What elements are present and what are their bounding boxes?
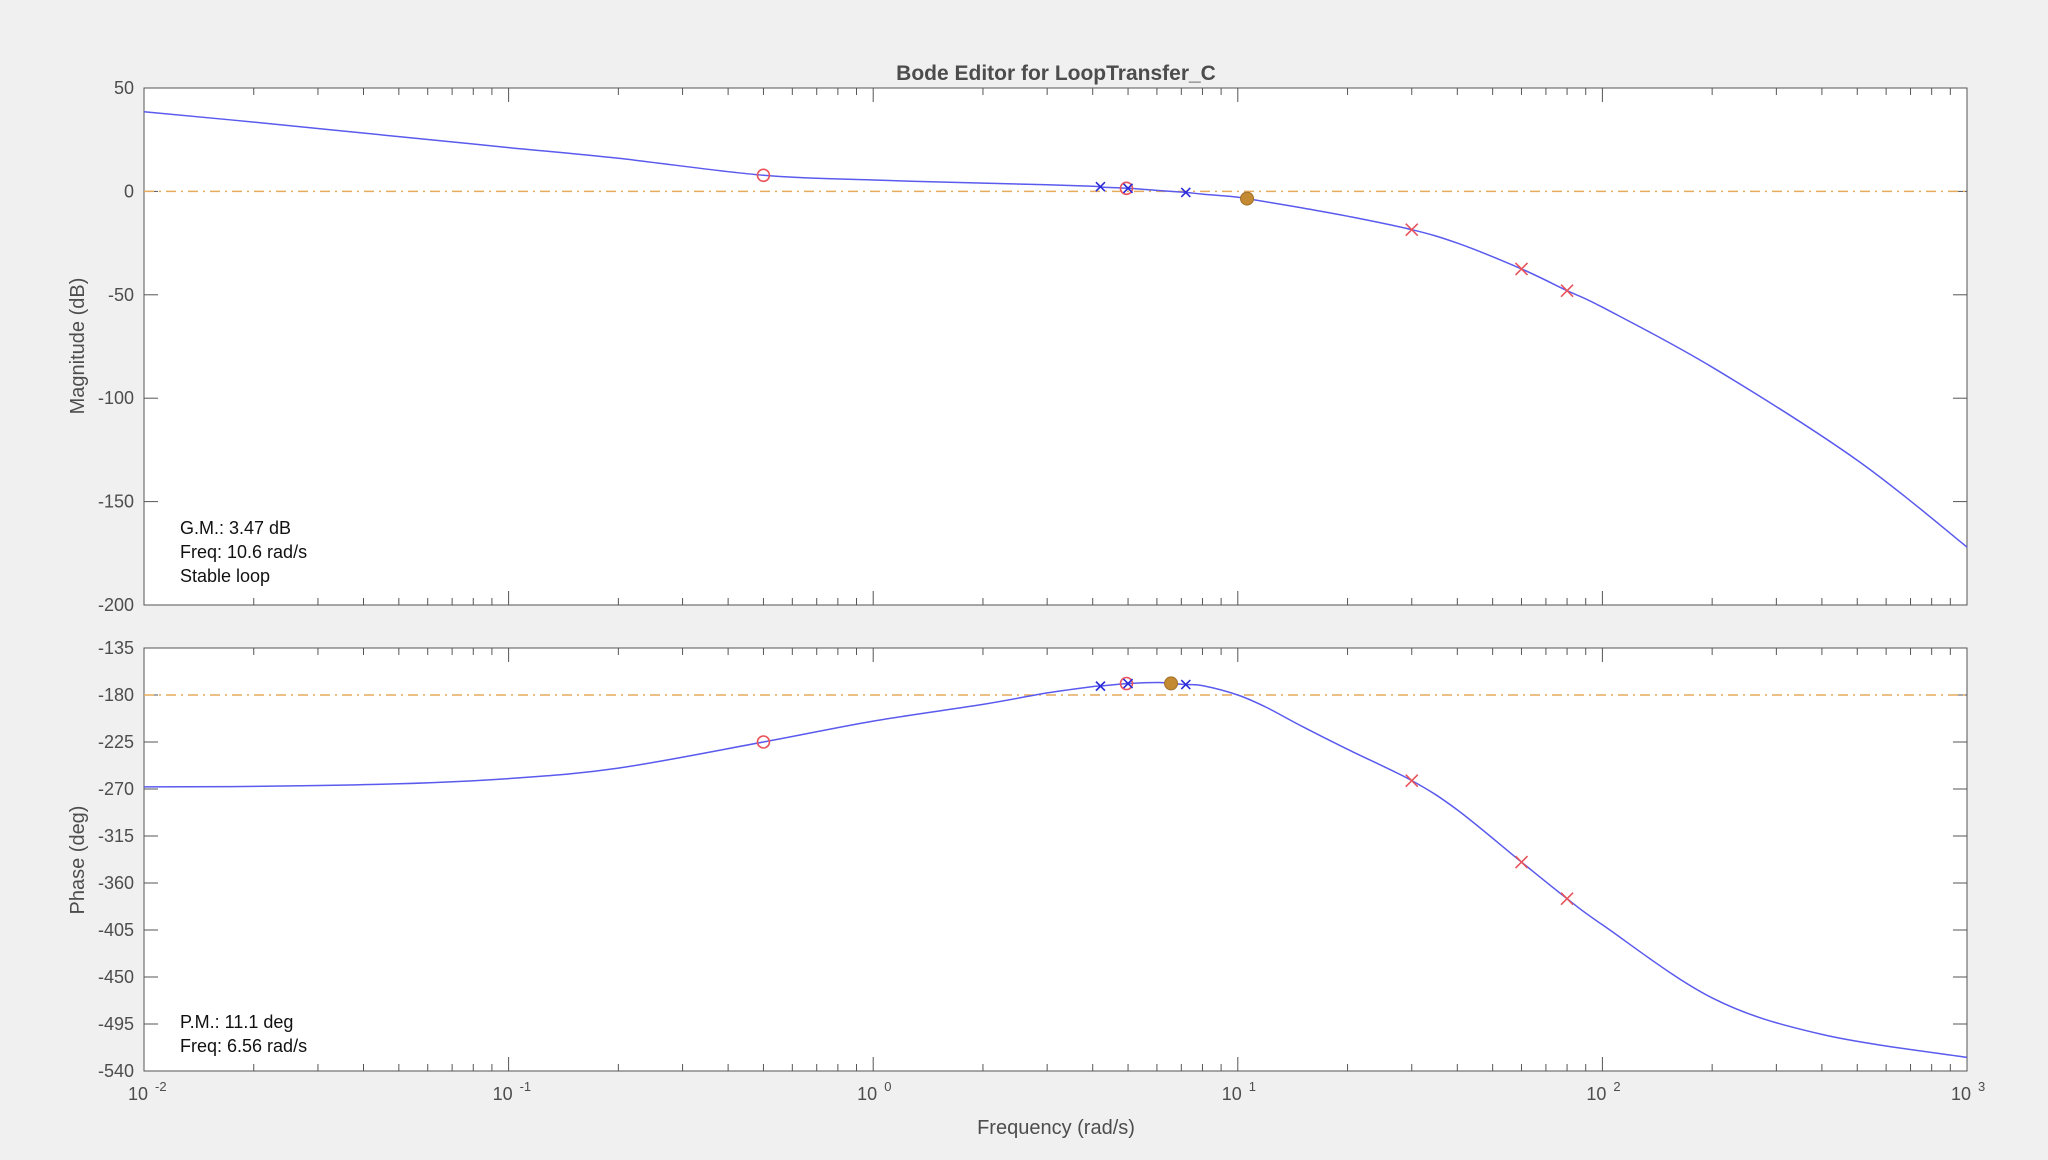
magnitude-plot [143, 111, 1968, 548]
pole-marker [1122, 183, 1134, 194]
phase-ticks: -135 -180 -225 -270 -315 -360 -405 -450 -495 -540 [98, 638, 1968, 1081]
pole-marker-stroke [1514, 262, 1529, 276]
pole-marker-stroke [1560, 284, 1574, 298]
y-tick-label: -150 [98, 492, 134, 512]
pole-marker-stroke [1180, 187, 1191, 198]
gain-margin-annotation: G.M.: 3.47 dB Freq: 10.6 rad/s Stable lo… [180, 518, 312, 586]
y-tick-label: -200 [98, 595, 134, 615]
magnitude-ylabel: Magnitude (dB) [67, 278, 89, 415]
phase-margin-text: P.M.: 11.1 deg [180, 1012, 293, 1032]
x-tick-label: 10 [1586, 1084, 1606, 1104]
x-tick-exponent: 2 [1613, 1079, 1620, 1094]
chart-title: Bode Editor for LoopTransfer_C [896, 62, 1216, 85]
y-tick-label: -50 [108, 285, 134, 305]
pole-marker [1180, 187, 1191, 198]
pole-marker [1095, 681, 1106, 692]
y-tick-label: -100 [98, 388, 134, 408]
pole-marker-stroke [1122, 183, 1134, 194]
x-tick-exponent: 3 [1978, 1079, 1985, 1094]
y-tick-label: -540 [98, 1061, 134, 1081]
pole-marker [1405, 774, 1419, 788]
phase-ylabel: Phase (deg) [67, 806, 89, 915]
pole-marker-stroke [1560, 892, 1574, 906]
y-tick-label: 0 [124, 181, 134, 201]
x-tick-label: 10 [1951, 1084, 1971, 1104]
x-tick-label: 10 [1222, 1084, 1242, 1104]
pole-marker [1095, 181, 1106, 192]
y-tick-label: -450 [98, 967, 134, 987]
y-tick-label: -270 [98, 779, 134, 799]
x-tick-label: 10 [128, 1084, 148, 1104]
magnitude-curve [143, 111, 1968, 548]
y-tick-label: -495 [98, 1014, 134, 1034]
magnitude-margin-marker [1240, 191, 1255, 206]
zero-marker [1119, 676, 1134, 691]
pole-marker-stroke [1095, 181, 1106, 192]
phase-margin-marker [1164, 676, 1179, 691]
pole-marker [1560, 892, 1574, 906]
pole-marker-stroke [1405, 223, 1419, 237]
pole-marker-stroke [1095, 681, 1106, 692]
phase-plot [143, 676, 1968, 1059]
x-tick-exponent: -2 [155, 1079, 167, 1094]
pole-marker [1560, 284, 1574, 298]
y-tick-label: -225 [98, 732, 134, 752]
zero-marker [756, 168, 771, 183]
phase-margin-annotation: P.M.: 11.1 deg Freq: 6.56 rad/s [180, 1012, 307, 1056]
zero-marker [1119, 181, 1134, 196]
stability-text: Stable loop [180, 566, 270, 586]
x-tick-labels: 10 -2 10 -1 10 0 10 1 10 2 10 3 [128, 1079, 1985, 1104]
zero-marker [756, 735, 771, 749]
magnitude-plot-area[interactable] [143, 87, 1968, 606]
y-tick-label: -135 [98, 638, 134, 658]
y-tick-label: -180 [98, 685, 134, 705]
pole-marker [1180, 679, 1191, 690]
magnitude-ticks: 50 0 -50 -100 -150 -200 [98, 78, 1968, 615]
pole-marker-stroke [1122, 678, 1134, 689]
pole-marker [1514, 262, 1529, 276]
gain-margin-text: G.M.: 3.47 dB [180, 518, 291, 538]
x-tick-exponent: 0 [884, 1079, 891, 1094]
pole-marker-stroke [1514, 855, 1529, 869]
x-axis-label: Frequency (rad/s) [977, 1117, 1135, 1139]
magnitude-axes[interactable]: 50 0 -50 -100 -150 -200 [98, 78, 1968, 615]
y-tick-label: 50 [114, 78, 134, 98]
pole-marker-stroke [1180, 679, 1191, 690]
x-tick-exponent: 1 [1249, 1079, 1256, 1094]
pole-marker-stroke [1405, 774, 1419, 788]
y-tick-label: -360 [98, 873, 134, 893]
gain-margin-freq-text: Freq: 10.6 rad/s [180, 542, 307, 562]
phase-margin-freq-text: Freq: 6.56 rad/s [180, 1036, 307, 1056]
x-tick-label: 10 [493, 1084, 513, 1104]
x-tick-exponent: -1 [520, 1079, 532, 1094]
phase-plot-area[interactable] [143, 647, 1968, 1072]
phase-axes[interactable]: -135 -180 -225 -270 -315 -360 -405 -450 -495 -540 [98, 638, 1968, 1081]
pole-marker [1514, 855, 1529, 869]
pole-marker [1405, 223, 1419, 237]
y-tick-label: -405 [98, 920, 134, 940]
y-tick-label: -315 [98, 826, 134, 846]
x-tick-label: 10 [857, 1084, 877, 1104]
pole-marker [1122, 678, 1134, 689]
